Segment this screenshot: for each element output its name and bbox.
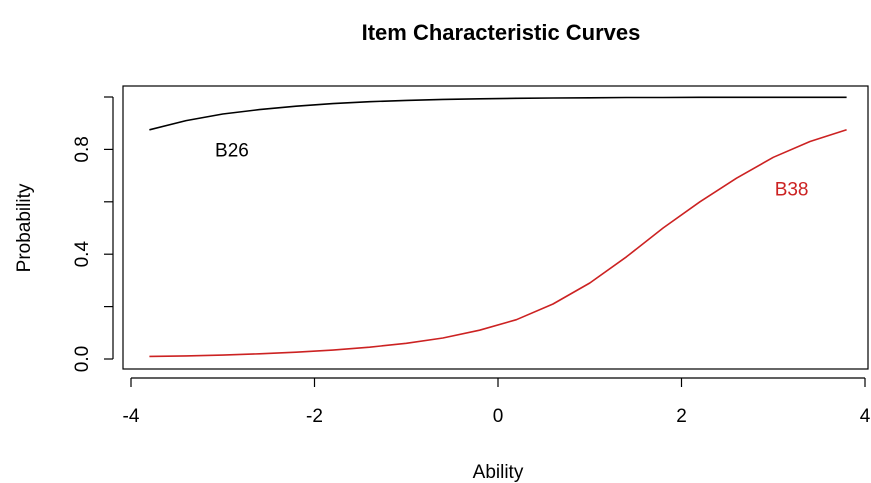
y-axis-label: Probability [14, 183, 35, 272]
x-axis-label: Ability [473, 462, 524, 483]
x-tick-label: -2 [306, 406, 323, 427]
x-tick-label: 2 [676, 406, 687, 427]
y-tick-label: 0.8 [72, 136, 93, 162]
series-label-b26: B26 [215, 140, 249, 161]
y-tick-label: 0.0 [72, 346, 93, 372]
x-tick-label: 4 [860, 406, 871, 427]
annotation-layer: B26 B38 [215, 140, 808, 200]
series-label-b38: B38 [775, 180, 809, 201]
chart-title: Item Characteristic Curves [362, 20, 641, 45]
x-tick-label: -4 [123, 406, 140, 427]
series-line-b26 [149, 96, 847, 131]
series-line-b38 [149, 129, 847, 358]
series-layer [149, 96, 847, 358]
y-tick-label: 0.4 [72, 241, 93, 268]
y-axis: 0.0 0.4 0.8 [72, 96, 114, 372]
x-tick-label: 0 [493, 406, 504, 427]
plot-frame [122, 85, 869, 370]
x-axis: -4 -2 0 2 4 [123, 377, 871, 427]
